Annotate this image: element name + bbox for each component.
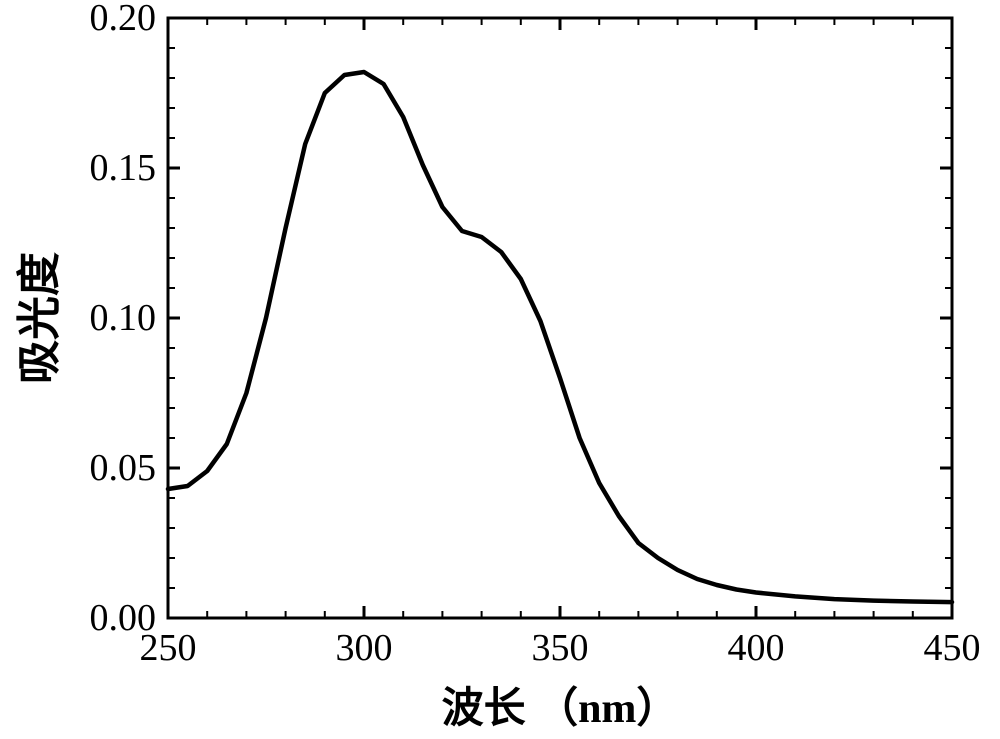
x-axis-label: 波长 （nm） bbox=[442, 674, 679, 735]
absorbance-chart: 吸光度 波长 （nm） 2503003504004500.000.050.100… bbox=[0, 0, 1000, 739]
y-tick-label: 0.05 bbox=[90, 446, 157, 490]
x-tick-label: 400 bbox=[728, 626, 785, 670]
x-tick-label: 300 bbox=[336, 626, 393, 670]
y-tick-label: 0.10 bbox=[90, 296, 157, 340]
y-tick-label: 0.00 bbox=[90, 596, 157, 640]
x-tick-label: 350 bbox=[532, 626, 589, 670]
x-tick-label: 450 bbox=[924, 626, 981, 670]
y-tick-label: 0.15 bbox=[90, 146, 157, 190]
y-axis-label: 吸光度 bbox=[3, 252, 67, 384]
y-tick-label: 0.20 bbox=[90, 0, 157, 40]
